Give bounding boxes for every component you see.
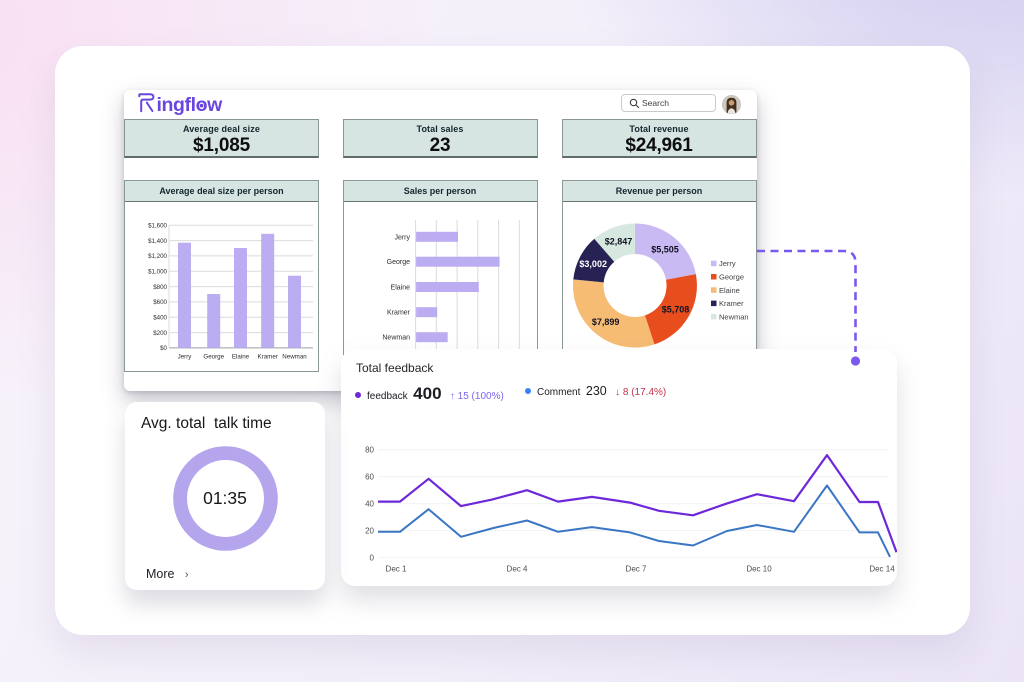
svg-text:$400: $400 — [153, 315, 167, 322]
svg-text:George: George — [719, 273, 744, 282]
svg-text:Jerry: Jerry — [394, 234, 410, 241]
svg-text:Dec 14: Dec 14 — [869, 565, 895, 574]
svg-text:George: George — [203, 354, 224, 361]
svg-text:$3,002: $3,002 — [579, 259, 607, 269]
svg-text:Elaine: Elaine — [719, 286, 740, 295]
svg-text:Elaine: Elaine — [390, 285, 410, 292]
svg-text:Jerry: Jerry — [719, 259, 736, 268]
svg-text:$5,505: $5,505 — [651, 244, 679, 254]
svg-text:ingflow: ingflow — [157, 94, 224, 116]
svg-text:$800: $800 — [153, 284, 167, 291]
svg-text:Jerry: Jerry — [178, 354, 193, 361]
svg-text:$0: $0 — [160, 345, 167, 352]
svg-text:Newman: Newman — [282, 354, 307, 361]
svg-text:Newman: Newman — [382, 335, 410, 342]
svg-text:20: 20 — [365, 526, 374, 535]
svg-text:$1,000: $1,000 — [148, 269, 167, 276]
svg-text:$200: $200 — [153, 330, 167, 337]
svg-text:$1,200: $1,200 — [148, 253, 167, 260]
svg-text:Dec 10: Dec 10 — [746, 565, 772, 574]
svg-text:Kramer: Kramer — [387, 310, 411, 317]
svg-text:Dec 4: Dec 4 — [507, 565, 528, 574]
svg-text:Dec 7: Dec 7 — [626, 565, 647, 574]
svg-text:$1,400: $1,400 — [148, 238, 167, 245]
svg-text:Kramer: Kramer — [719, 299, 744, 308]
svg-text:Newman: Newman — [719, 312, 749, 321]
svg-text:George: George — [386, 259, 409, 266]
svg-text:$7,899: $7,899 — [591, 317, 619, 327]
svg-text:40: 40 — [365, 499, 374, 508]
svg-text:Elaine: Elaine — [232, 354, 250, 361]
svg-text:60: 60 — [365, 472, 374, 481]
svg-text:$600: $600 — [153, 299, 167, 306]
svg-text:0: 0 — [370, 553, 375, 562]
svg-text:Kramer: Kramer — [258, 354, 278, 361]
svg-text:$2,847: $2,847 — [604, 237, 632, 247]
svg-text:80: 80 — [365, 445, 374, 454]
svg-text:$5,708: $5,708 — [661, 304, 689, 314]
svg-text:Dec 1: Dec 1 — [386, 565, 407, 574]
svg-text:$1,600: $1,600 — [148, 223, 167, 230]
